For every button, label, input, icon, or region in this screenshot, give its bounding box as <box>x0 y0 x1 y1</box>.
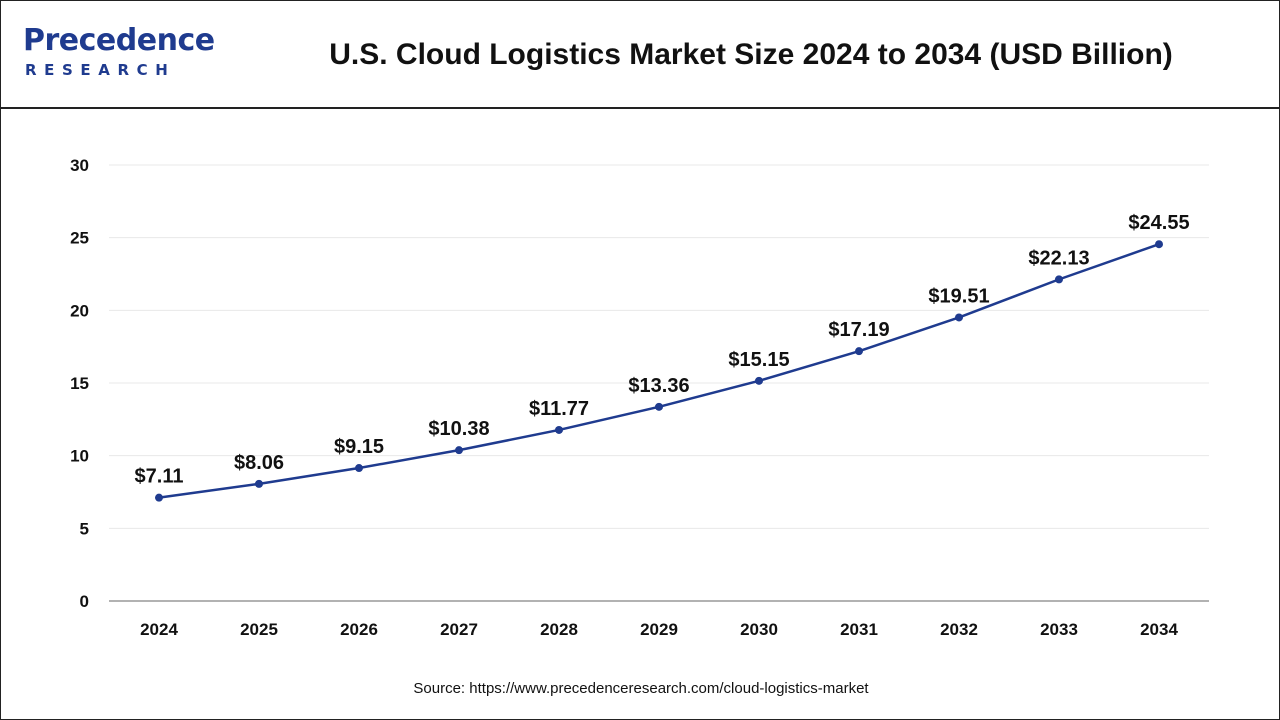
y-tick-label: 15 <box>70 374 89 393</box>
data-label-2034: $24.55 <box>1128 212 1189 234</box>
y-tick-label: 25 <box>70 229 89 248</box>
series-line-path <box>158 243 1160 499</box>
logo-subtitle: RESEARCH <box>25 61 176 79</box>
data-point-2033 <box>1055 275 1063 284</box>
y-tick-label: 10 <box>70 447 89 466</box>
x-tick-label: 2033 <box>1040 620 1078 639</box>
data-label-2024: $7.11 <box>135 466 184 488</box>
data-label-2028: $11.77 <box>529 398 589 420</box>
data-point-2029 <box>655 402 663 411</box>
y-tick-label: 5 <box>80 519 89 538</box>
data-point-2024 <box>155 493 163 502</box>
y-tick-label: 0 <box>80 592 89 611</box>
x-axis: 2024 2025 2026 2027 2028 2029 2030 2031 2032 2033… <box>109 600 1209 639</box>
data-label-2031: $17.19 <box>828 319 889 341</box>
data-point-2025 <box>255 479 263 488</box>
data-point-2026 <box>355 464 363 473</box>
logo-wordmark: Precedence <box>23 23 215 58</box>
data-label-2025: $8.06 <box>234 452 284 474</box>
series-line <box>155 240 1163 502</box>
chart-title: U.S. Cloud Logistics Market Size 2024 to… <box>329 38 1173 71</box>
x-tick-label: 2032 <box>940 620 978 639</box>
data-label-2033: $22.13 <box>1028 247 1089 269</box>
data-label-2030: $15.15 <box>728 349 789 371</box>
x-tick-label: 2025 <box>240 620 278 639</box>
header: Precedence RESEARCH U.S. Cloud Logistics… <box>1 1 1279 109</box>
data-point-2032 <box>955 313 963 322</box>
x-tick-label: 2030 <box>740 620 778 639</box>
data-point-2028 <box>555 425 563 434</box>
y-tick-label: 20 <box>70 301 89 320</box>
precedence-research-logo: Precedence RESEARCH <box>23 23 215 83</box>
data-point-2030 <box>755 376 763 385</box>
x-tick-label: 2024 <box>140 620 178 639</box>
x-tick-label: 2026 <box>340 620 378 639</box>
y-axis: 0 5 10 15 20 25 30 <box>70 156 89 611</box>
gridlines <box>109 164 1209 529</box>
x-tick-label: 2031 <box>840 620 878 639</box>
y-tick-label: 30 <box>70 156 89 175</box>
data-labels: $7.11 $8.06 $9.15 $10.38 $11.77 $13.36 $15.15 $… <box>135 212 1190 487</box>
data-label-2026: $9.15 <box>334 436 384 458</box>
x-tick-label: 2029 <box>640 620 678 639</box>
data-point-2027 <box>455 446 463 455</box>
data-point-2031 <box>855 347 863 356</box>
data-point-2034 <box>1155 240 1163 249</box>
x-tick-label: 2034 <box>1140 620 1178 639</box>
source-note: Source: https://www.precedenceresearch.c… <box>413 680 869 697</box>
x-tick-label: 2027 <box>440 620 478 639</box>
data-label-2029: $13.36 <box>628 375 689 397</box>
data-label-2032: $19.51 <box>928 285 989 307</box>
data-label-2027: $10.38 <box>428 418 489 440</box>
x-tick-label: 2028 <box>540 620 578 639</box>
